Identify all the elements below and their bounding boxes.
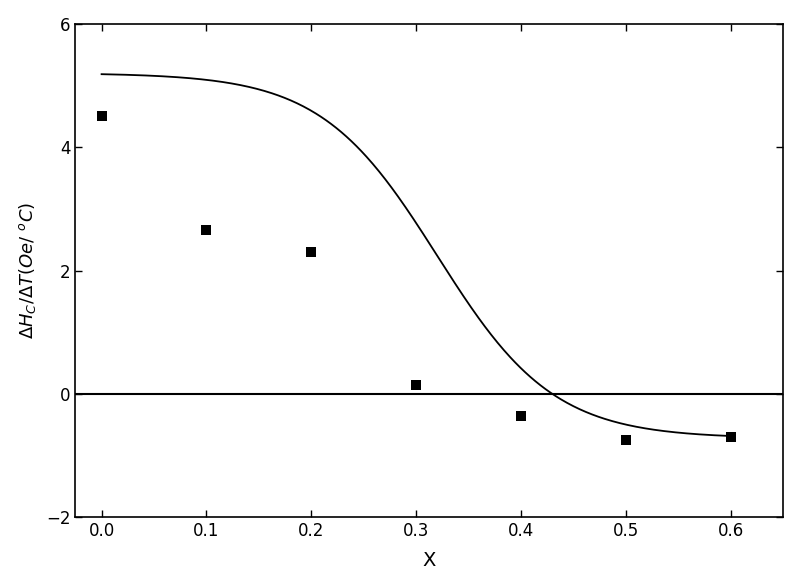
Point bbox=[410, 380, 422, 389]
Point bbox=[305, 247, 318, 257]
Point bbox=[725, 433, 738, 442]
Point bbox=[95, 112, 108, 121]
Point bbox=[514, 411, 527, 420]
Point bbox=[200, 226, 213, 235]
Y-axis label: $\Delta H_C/\Delta T(Oe/\ ^oC)$: $\Delta H_C/\Delta T(Oe/\ ^oC)$ bbox=[17, 202, 38, 339]
Point bbox=[620, 436, 633, 445]
X-axis label: X: X bbox=[422, 551, 436, 571]
